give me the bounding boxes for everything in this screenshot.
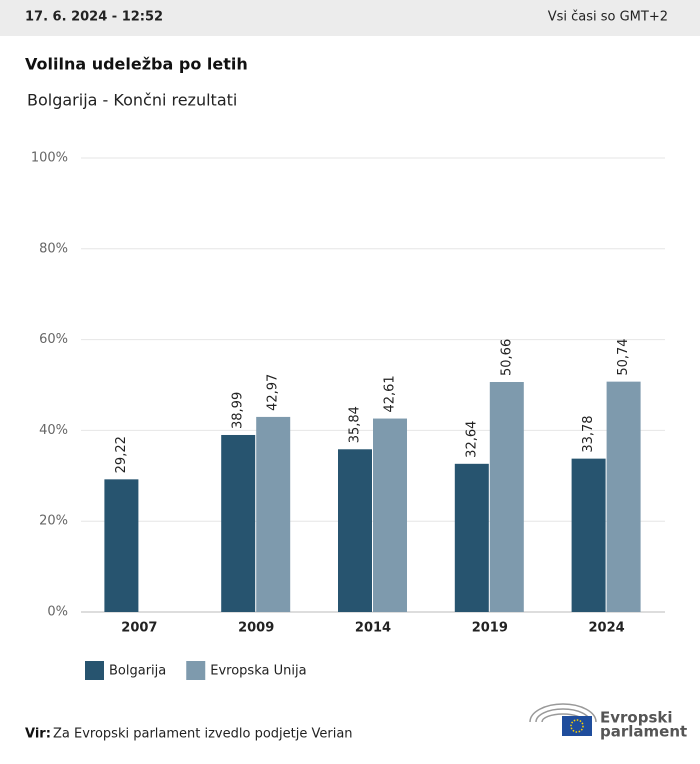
bar xyxy=(256,416,291,612)
value-label: 35,84 xyxy=(348,406,363,443)
bar xyxy=(571,458,606,612)
y-tick-label: 60% xyxy=(39,332,68,347)
logo-line1: Evropski xyxy=(600,709,673,727)
legend-swatch xyxy=(186,661,206,680)
x-tick-label: 2024 xyxy=(589,621,625,636)
value-label: 50,66 xyxy=(499,339,514,376)
y-tick-label: 100% xyxy=(31,151,68,166)
y-tick-label: 40% xyxy=(39,423,68,438)
x-tick-label: 2019 xyxy=(472,621,508,636)
bar xyxy=(454,463,489,612)
value-label: 42,97 xyxy=(266,374,281,411)
bar xyxy=(373,418,407,612)
source-text: Za Evropski parlament izvedlo podjetje V… xyxy=(53,727,353,742)
value-label: 32,64 xyxy=(464,421,479,458)
header-date: 17. 6. 2024 - 12:52 xyxy=(25,10,163,25)
value-label: 42,61 xyxy=(383,375,398,412)
bar xyxy=(489,382,524,612)
y-tick-label: 20% xyxy=(39,514,68,529)
chart-title: Volilna udeležba po letih xyxy=(25,55,248,74)
x-tick-label: 2009 xyxy=(238,621,274,636)
bar xyxy=(338,449,372,612)
logo-icon xyxy=(529,703,597,736)
chart-subtitle: Bolgarija - Končni rezultati xyxy=(27,91,237,110)
value-label: 38,99 xyxy=(231,392,246,429)
bar xyxy=(104,479,139,612)
legend-label: Evropska Unija xyxy=(210,664,306,679)
source-label: Vir: xyxy=(25,727,51,742)
value-label: 29,22 xyxy=(114,436,129,473)
value-label: 50,74 xyxy=(616,338,631,375)
y-tick-label: 80% xyxy=(39,241,68,256)
legend-swatch xyxy=(85,661,104,680)
logo-line2: parlament xyxy=(600,723,687,741)
x-tick-label: 2014 xyxy=(355,621,391,636)
value-label: 33,78 xyxy=(581,415,596,452)
bar xyxy=(221,434,256,612)
legend-label: Bolgarija xyxy=(109,664,166,679)
x-tick-label: 2007 xyxy=(121,621,157,636)
header-timezone: Vsi časi so GMT+2 xyxy=(548,10,668,25)
bar xyxy=(606,381,641,612)
header-bar xyxy=(0,0,700,36)
y-tick-label: 0% xyxy=(47,605,68,620)
